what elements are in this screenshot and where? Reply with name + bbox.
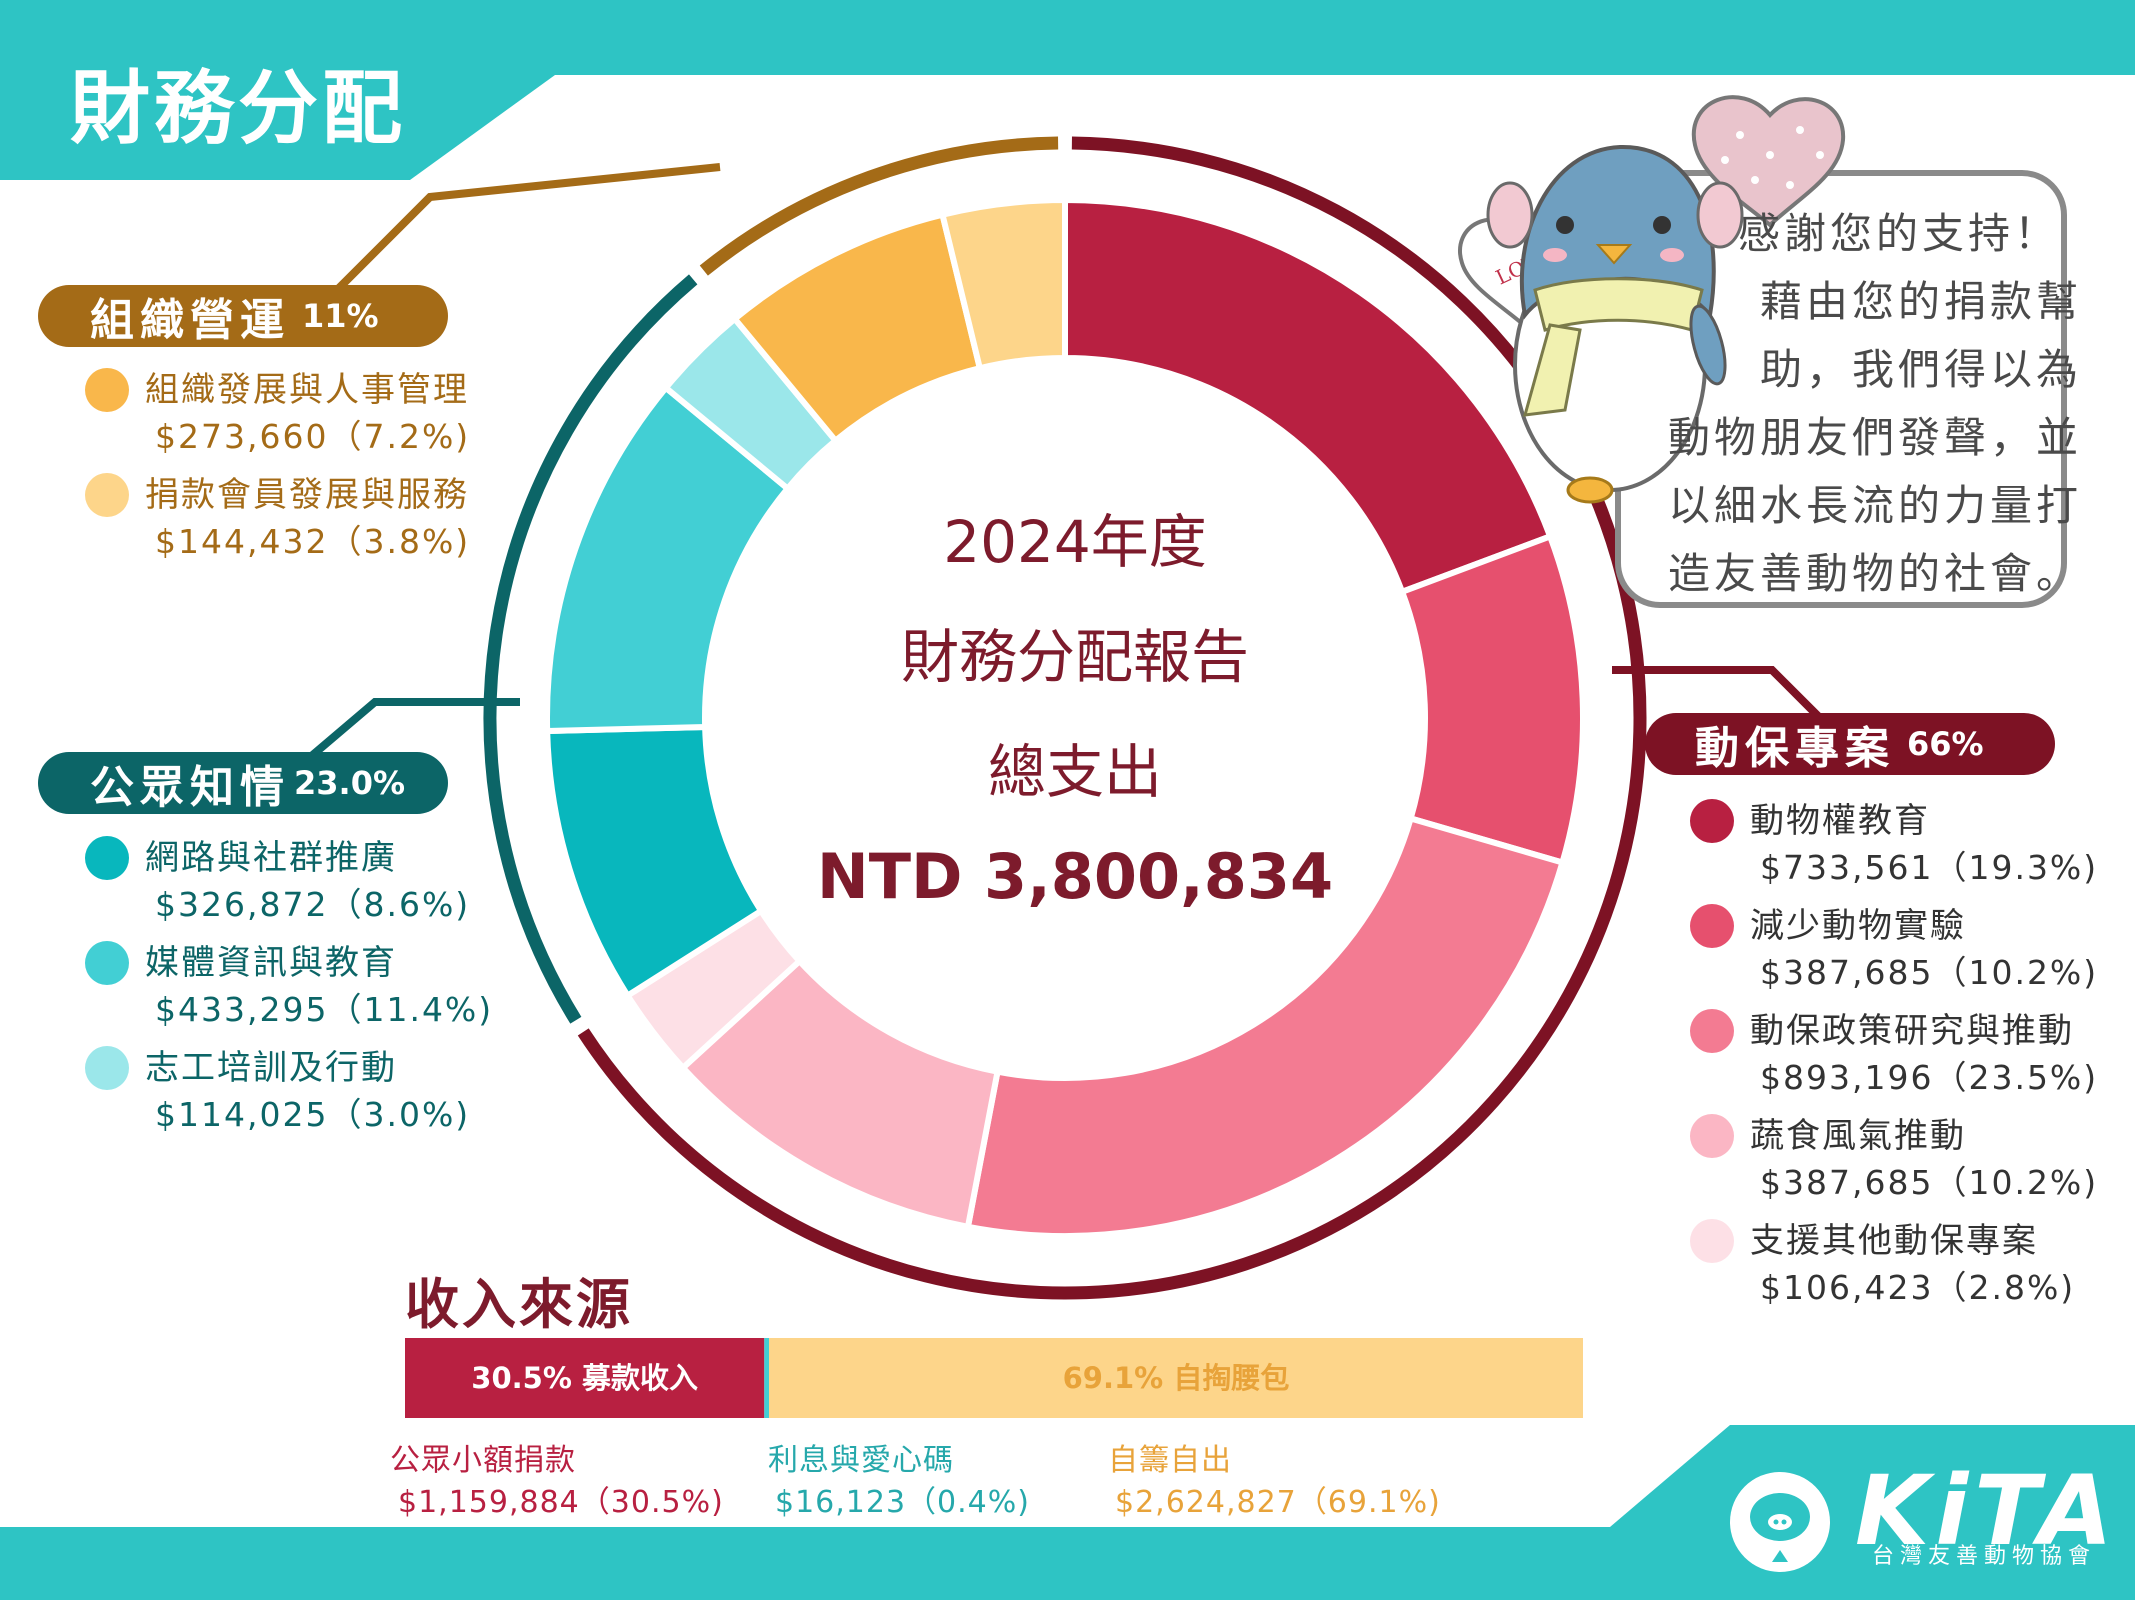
thanks-line: 助，我們得以為 [1759,345,2082,394]
income-bar-label: 69.1% 自掏腰包 [1062,1361,1290,1395]
thanks-line: 感謝您的支持！ [1737,209,2060,258]
legend-value: $114,025（3.0%) [155,1095,471,1134]
group-arc [699,136,1059,276]
donut-slice [938,196,1068,372]
group-pill-public-awareness: 公眾知情 23.0% [38,752,448,814]
legend-label: 動物權教育 [1750,801,1930,841]
logo-wordmark: KiTA [1855,1455,2119,1567]
legend-dot-icon [85,368,129,412]
group-name: 公眾知情 [90,762,290,813]
leader-line [1612,666,1823,721]
donut-slice [964,814,1567,1239]
income-label: 公眾小額捐款 [390,1443,576,1478]
income-title: 收入來源 [405,1273,633,1336]
mascot-illustration: LOVE [1458,95,2067,608]
group-arc [483,274,698,1024]
thanks-line: 以細水長流的力量打 [1667,481,2082,530]
legend-label: 減少動物實驗 [1750,906,1966,946]
center-total-value: NTD 3,800,834 [816,840,1334,913]
income-label: 利息與愛心碼 [768,1443,954,1478]
group-arc [577,136,1647,1300]
income-value: $1,159,884（30.5%) [398,1485,724,1520]
legend-label: 蔬食風氣推動 [1750,1116,1966,1156]
legend-dot-icon [85,1046,129,1090]
leader-line [327,163,721,300]
legend-label: 動保政策研究與推動 [1750,1011,2074,1051]
donut-slices [544,196,1586,1239]
legend-dot-icon [85,473,129,517]
legend-value: $106,423（2.8%) [1760,1268,2076,1307]
group-percent: 23.0% [294,764,406,802]
legend-value: $273,660（7.2%) [155,417,471,456]
logo-banner [1610,1425,2135,1600]
income-value: $16,123（0.4%) [775,1485,1030,1520]
legend-dot-icon [1690,799,1734,843]
legend-label: 支援其他動保專案 [1750,1221,2038,1261]
income-bar-segment [769,1338,1583,1418]
page-title: 財務分配 [70,62,406,155]
income-label: 自籌自出 [1108,1443,1232,1478]
income-value: $2,624,827（69.1%) [1115,1485,1441,1520]
legend-value: $433,295（11.4%) [155,990,494,1029]
center-report-title: 財務分配報告 [900,623,1249,691]
legend-dot-icon [85,836,129,880]
income-bar-label: 30.5% 募款收入 [471,1361,698,1395]
legend-dot-icon [1690,1219,1734,1263]
thanks-line: 動物朋友們發聲，並 [1667,413,2082,462]
legend-dot-icon [1690,1114,1734,1158]
legend-label: 捐款會員發展與服務 [145,475,469,515]
thanks-line: 造友善動物的社會。 [1667,549,2082,598]
group-pill-operations: 組織營運 11% [38,285,448,347]
legend-value: $387,685（10.2%) [1760,1163,2099,1202]
center-total-label: 總支出 [987,738,1162,806]
group-name: 組織營運 [90,295,290,346]
legend-dot-icon [85,941,129,985]
donut-slice [1062,196,1554,596]
legend-label: 志工培訓及行動 [145,1048,397,1088]
group-percent: 11% [302,297,379,335]
legend-label: 組織發展與人事管理 [145,370,469,410]
group-pill-animal-projects: 動保專案 66% [1645,713,2055,775]
legend-label: 網路與社群推廣 [145,838,397,878]
logo-subtitle: 台灣友善動物協會 [1872,1544,2097,1569]
group-arcs [483,136,1647,1300]
legend-dot-icon [1690,904,1734,948]
leader-lines [292,163,1823,774]
legend-value: $387,685（10.2%) [1760,953,2099,992]
legend-value: $733,561（19.3%) [1760,848,2099,887]
penguin-icon [1486,144,1744,504]
kita-pig-logo-icon [1730,1472,1830,1572]
income-bar-segment [764,1338,770,1418]
legend-value: $893,196（23.5%) [1760,1058,2099,1097]
legend-value: $326,872（8.6%) [155,885,471,924]
thanks-line: 藉由您的捐款幫 [1759,277,2082,326]
legend-dot-icon [1690,1009,1734,1053]
leader-line [292,698,520,774]
legend-value: $144,432（3.8%) [155,522,471,561]
legend-label: 媒體資訊與教育 [145,943,397,983]
title-banner [0,0,555,180]
center-year: 2024年度 [943,508,1207,576]
group-name: 動保專案 [1695,723,1895,774]
income-bar-segment [405,1338,765,1418]
group-percent: 66% [1907,725,1984,763]
